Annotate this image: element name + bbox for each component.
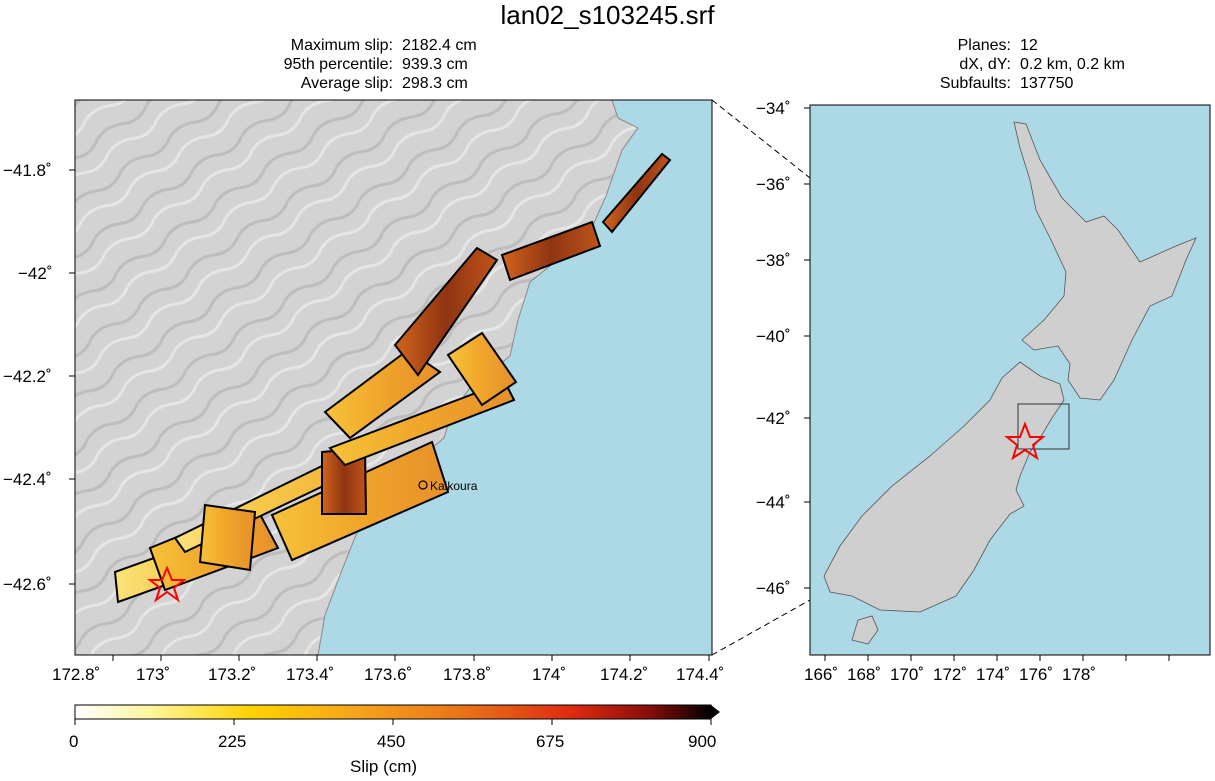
grid-stat-row: Subfaults: 137750: [880, 74, 1125, 93]
colorbar-tick-label: 675: [536, 732, 565, 751]
y-tick-label: −42.4˚: [3, 470, 52, 489]
x-tick-label: 174.2˚: [600, 665, 649, 684]
fault-planes: [113, 152, 672, 604]
colorbar-tick-label: 450: [377, 732, 406, 751]
grid-stats: Planes: 12 dX, dY: 0.2 km, 0.2 km Subfault…: [880, 36, 1125, 93]
slip-stat-value: 298.3 cm: [402, 75, 468, 92]
figure-title: lan02_s103245.srf: [500, 0, 715, 30]
x-tick-label: 173.6˚: [364, 665, 413, 684]
x-tick-label: 176˚: [1019, 665, 1054, 684]
grid-stat-value: 137750: [1020, 75, 1074, 92]
grid-stat-value: 12: [1020, 37, 1038, 54]
x-tick-label: 173.2˚: [208, 665, 257, 684]
y-tick-label: −42.6˚: [3, 575, 52, 594]
x-tick-label: 166˚: [804, 665, 839, 684]
kaikoura-label: Kaikoura: [430, 479, 478, 493]
kaikoura-marker: [418, 480, 428, 490]
grid-stat-row: dX, dY: 0.2 km, 0.2 km: [880, 55, 1125, 74]
slip-stats: Maximum slip: 2182.4 cm 95th percentile: 9…: [225, 36, 477, 93]
x-tick-label: 174˚: [532, 665, 567, 684]
colorbar-ticks: [74, 719, 712, 725]
y-tick-label: −42˚: [18, 264, 53, 283]
connector-line: [711, 99, 811, 179]
x-tick-label: 173.8˚: [443, 665, 492, 684]
y-tick-label: −40˚: [756, 327, 791, 346]
colorbar: [74, 704, 712, 720]
stewart-island: [851, 615, 879, 645]
hypocenter-star-icon: [147, 565, 187, 603]
slip-stat-label: 95th percentile:: [283, 56, 393, 73]
y-tick-label: −42˚: [756, 409, 791, 428]
grid-stat-value: 0.2 km, 0.2 km: [1020, 56, 1125, 73]
y-tick-label: −34˚: [756, 99, 791, 118]
x-tick-label: 173.4˚: [286, 665, 335, 684]
fault-plane: [500, 220, 602, 282]
slip-stat-value: 2182.4 cm: [402, 37, 477, 54]
detail-ticks: [69, 169, 710, 661]
x-tick-label: 178˚: [1062, 665, 1097, 684]
x-tick-label: 168˚: [847, 665, 882, 684]
slip-stat-row: Maximum slip: 2182.4 cm: [225, 36, 477, 55]
fault-plane: [328, 380, 516, 467]
overview-ticks: [804, 107, 1170, 661]
colorbar-tick-label: 225: [218, 732, 247, 751]
fault-plane: [393, 246, 499, 377]
x-tick-label: 174.4˚: [676, 665, 725, 684]
slip-stat-row: Average slip: 298.3 cm: [225, 74, 477, 93]
x-tick-label: 170˚: [890, 665, 925, 684]
y-tick-label: −41.8˚: [3, 161, 52, 180]
slip-stat-value: 939.3 cm: [402, 56, 468, 73]
x-tick-label: 172˚: [933, 665, 968, 684]
south-island: [823, 361, 1065, 613]
inset-box: [1017, 403, 1070, 450]
slip-stat-label: Average slip:: [300, 75, 393, 92]
x-tick-label: 172.8˚: [52, 665, 101, 684]
grid-stat-row: Planes: 12: [880, 36, 1125, 55]
detail-map: Kaikoura: [69, 99, 713, 661]
colorbar-overflow-arrow: [711, 705, 720, 719]
y-tick-label: −38˚: [756, 251, 791, 270]
y-tick-label: −36˚: [756, 175, 791, 194]
grid-stat-label: dX, dY:: [959, 56, 1011, 73]
fault-plane: [446, 331, 518, 407]
north-island: [1013, 121, 1197, 401]
colorbar-tick-label: 0: [69, 732, 79, 751]
x-tick-label: 174˚: [976, 665, 1011, 684]
x-tick-label: 173˚: [136, 665, 171, 684]
detail-frame: [74, 99, 713, 656]
connector-line: [711, 599, 811, 656]
y-tick-label: −42.2˚: [3, 367, 52, 386]
overview-map: [804, 104, 1211, 661]
slip-stat-row: 95th percentile: 939.3 cm: [225, 55, 477, 74]
grid-stat-label: Subfaults:: [939, 75, 1011, 92]
overview-frame: [809, 104, 1211, 656]
colorbar-tick-label: 900: [688, 732, 717, 751]
fault-plane: [198, 503, 257, 572]
fault-plane: [323, 348, 442, 440]
colorbar-label: Slip (cm): [350, 757, 418, 776]
hypocenter-star-icon: [1004, 421, 1046, 461]
fault-plane: [601, 152, 672, 234]
slip-stat-label: Maximum slip:: [290, 37, 393, 54]
grid-stat-label: Planes:: [957, 37, 1011, 54]
y-tick-label: −46˚: [756, 579, 791, 598]
y-tick-label: −44˚: [756, 493, 791, 512]
